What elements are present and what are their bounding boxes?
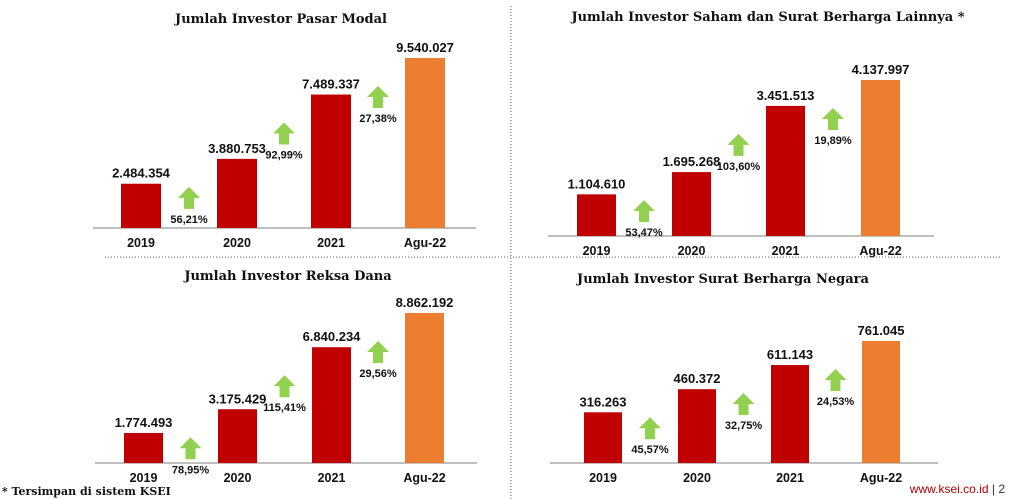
value-label: 1.695.268	[663, 154, 721, 169]
bar-2019	[121, 183, 161, 228]
value-label: 6.840.234	[303, 329, 362, 344]
bar-agu-22	[861, 80, 900, 236]
up-arrow-icon	[822, 108, 844, 130]
category-label: 2020	[683, 471, 711, 485]
growth-label: 56,21%	[170, 214, 208, 226]
up-arrow-icon	[824, 369, 847, 391]
bar-2019	[577, 194, 616, 236]
bar-2021	[771, 365, 809, 463]
bar-agu-22	[405, 313, 444, 463]
category-label: 2021	[772, 244, 800, 258]
value-label: 4.137.997	[852, 62, 910, 77]
category-label: 2021	[318, 471, 346, 485]
value-label: 1.774.493	[115, 415, 173, 430]
up-arrow-icon	[633, 200, 655, 223]
value-label: 1.104.610	[568, 176, 626, 191]
up-arrow-icon	[367, 86, 389, 108]
category-label: 2020	[223, 236, 251, 250]
footer-url[interactable]: www.ksei.co.id	[909, 482, 989, 496]
category-label: 2019	[583, 244, 611, 258]
growth-label: 103,60%	[717, 161, 761, 173]
chart-title: Jumlah Investor Reksa Dana	[183, 269, 392, 284]
page-number: 2	[998, 482, 1005, 496]
growth-label: 92,99%	[265, 150, 303, 162]
bar-2019	[124, 432, 163, 463]
value-label: 761.045	[858, 323, 905, 338]
up-arrow-icon	[179, 437, 202, 460]
category-label: Agu-22	[860, 471, 902, 485]
growth-label: 19,89%	[814, 135, 852, 147]
footnote: * Tersimpan di sistem KSEI	[2, 485, 171, 498]
footer-separator: |	[991, 482, 995, 496]
value-label: 9.540.027	[396, 40, 454, 55]
growth-label: 24,53%	[817, 396, 855, 408]
chart-panel-3: Jumlah Investor Reksa Dana 1.774.493 2019 3…	[95, 269, 477, 485]
value-label: 316.263	[580, 394, 627, 409]
value-label: 3.451.513	[757, 88, 815, 103]
category-label: 2021	[317, 236, 345, 250]
category-label: 2020	[678, 244, 706, 258]
footer: www.ksei.co.id | 2	[910, 482, 1005, 496]
value-label: 7.489.337	[302, 77, 360, 92]
category-label: 2019	[589, 471, 617, 485]
value-label: 3.175.429	[209, 391, 267, 406]
chart-panel-2: Jumlah Investor Saham dan Surat Berharga…	[548, 10, 965, 258]
value-label: 2.484.354	[112, 166, 171, 181]
growth-label: 45,57%	[631, 444, 669, 456]
value-label: 460.372	[674, 371, 721, 386]
up-arrow-icon	[273, 122, 295, 145]
up-arrow-icon	[273, 375, 296, 398]
growth-label: 29,56%	[359, 368, 397, 380]
chart-panel-4: Jumlah Investor Surat Berharga Negara 316…	[550, 272, 938, 485]
bar-2020	[217, 158, 257, 228]
value-label: 3.880.753	[208, 141, 266, 156]
growth-label: 115,41%	[263, 402, 306, 414]
bar-2021	[311, 94, 351, 228]
bar-agu-22	[862, 341, 900, 463]
value-label: 611.143	[767, 347, 813, 362]
bar-agu-22	[405, 58, 445, 228]
chart-panel-1: Jumlah Investor Pasar Modal 2.484.354 2019…	[93, 12, 476, 250]
bar-2020	[672, 172, 711, 236]
chart-title: Jumlah Investor Pasar Modal	[174, 12, 387, 27]
bar-2020	[218, 409, 257, 463]
value-label: 8.862.192	[396, 295, 454, 310]
chart-title: Jumlah Investor Saham dan Surat Berharga…	[570, 10, 964, 25]
bar-2021	[312, 347, 351, 463]
category-label: Agu-22	[404, 236, 446, 250]
up-arrow-icon	[178, 186, 200, 209]
growth-label: 78,95%	[172, 464, 210, 476]
category-label: Agu-22	[859, 244, 901, 258]
up-arrow-icon	[639, 417, 661, 440]
category-label: Agu-22	[403, 471, 445, 485]
category-label: 2020	[224, 471, 252, 485]
category-label: 2019	[127, 236, 155, 250]
category-label: 2021	[776, 471, 804, 485]
bar-2021	[766, 105, 805, 236]
up-arrow-icon	[367, 341, 389, 363]
bar-2020	[678, 389, 716, 463]
growth-label: 32,75%	[725, 420, 763, 432]
growth-label: 27,38%	[359, 113, 397, 125]
category-label: 2019	[130, 471, 158, 485]
growth-label: 53,47%	[625, 227, 663, 239]
chart-title: Jumlah Investor Surat Berharga Negara	[576, 272, 869, 287]
bar-2019	[584, 412, 622, 463]
up-arrow-icon	[727, 133, 750, 156]
up-arrow-icon	[732, 393, 755, 416]
